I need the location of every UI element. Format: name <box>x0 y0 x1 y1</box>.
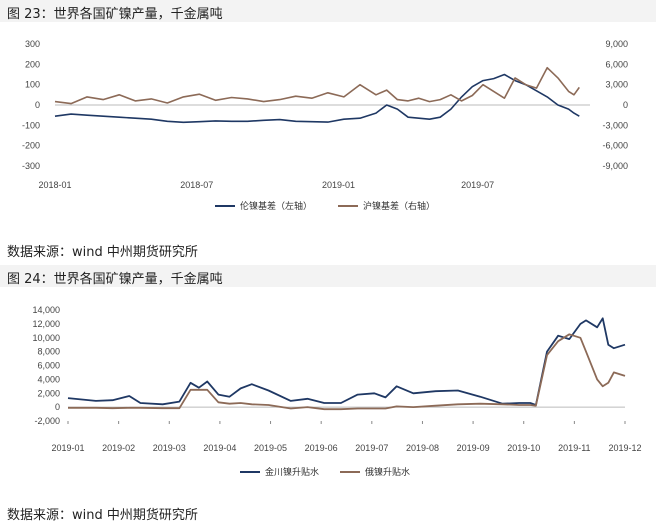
fig24-ytick: 10,000 <box>32 333 60 343</box>
fig24-xtick: 2019-06 <box>305 443 338 453</box>
fig24-legend-label: 俄镍升贴水 <box>365 466 410 478</box>
fig23-ytick-left: -100 <box>22 120 40 130</box>
fig24-title: 图 24：世界各国矿镍产量，千金属吨 <box>7 272 223 287</box>
fig23-ytick-left: 300 <box>25 39 40 49</box>
fig23-ytick-right: 3,000 <box>605 80 628 90</box>
fig23-ytick-right: -9,000 <box>602 161 628 171</box>
fig24-xtick: 2019-07 <box>355 443 388 453</box>
fig24-ytick: 14,000 <box>32 305 60 315</box>
fig23-series-line-0 <box>54 73 580 124</box>
fig24-source: 数据来源：wind 中州期货研究所 <box>7 508 198 523</box>
fig23-title-band <box>0 0 656 22</box>
fig24-series-line-0 <box>67 317 626 406</box>
fig24-xtick: 2019-03 <box>153 443 186 453</box>
fig23-legend-label: 伦镍基差（左轴） <box>240 200 312 212</box>
fig23-ytick-right: -6,000 <box>602 141 628 151</box>
fig24-xtick: 2019-05 <box>254 443 287 453</box>
fig24-ytick: 6,000 <box>37 361 60 371</box>
fig24-ytick: 4,000 <box>37 374 60 384</box>
fig24-xtick: 2019-12 <box>608 443 641 453</box>
fig24-title-band <box>0 265 656 287</box>
fig23-chart: 300 200 100 0 -100 -200 -300 9,000 6,000 3,000 0 -3… <box>22 39 628 212</box>
fig23-source: 数据来源：wind 中州期货研究所 <box>7 245 198 260</box>
fig23-ytick-left: -200 <box>22 141 40 151</box>
fig24-xtick: 2019-01 <box>51 443 84 453</box>
fig23-title: 图 23：世界各国矿镍产量，千金属吨 <box>7 7 223 22</box>
fig23-ytick-right: -3,000 <box>602 120 628 130</box>
fig23-ytick-left: -300 <box>22 161 40 171</box>
fig24-ytick: 12,000 <box>32 319 60 329</box>
fig24-xtick: 2019-09 <box>457 443 490 453</box>
fig23-xtick: 2018-01 <box>38 180 71 190</box>
fig23-ytick-right: 0 <box>623 100 628 110</box>
fig24-ytick: 0 <box>55 402 60 412</box>
fig24-chart: 14,000 12,000 10,000 8,000 6,000 4,000 2,000 0 -… <box>32 305 641 478</box>
fig23-xtick: 2019-07 <box>461 180 494 190</box>
fig24-xtick: 2019-02 <box>102 443 135 453</box>
fig24-series-line-1 <box>68 333 626 411</box>
fig23-legend-label: 沪镍基差（右轴） <box>363 200 435 212</box>
fig24-ytick: 2,000 <box>37 388 60 398</box>
fig23-series-line-1 <box>54 66 580 105</box>
fig24-ytick: -2,000 <box>34 416 60 426</box>
fig24-legend-label: 金川镍升贴水 <box>265 466 319 478</box>
fig23-ytick-right: 6,000 <box>605 59 628 69</box>
fig24-xtick: 2019-11 <box>558 443 590 453</box>
fig23-ytick-left: 0 <box>35 100 40 110</box>
fig24-xtick: 2019-10 <box>507 443 540 453</box>
fig23-ytick-left: 100 <box>25 80 40 90</box>
fig23-ytick-right: 9,000 <box>605 39 628 49</box>
fig24-xtick: 2019-04 <box>203 443 236 453</box>
fig23-ytick-left: 200 <box>25 59 40 69</box>
fig23-xtick: 2019-01 <box>322 180 355 190</box>
fig24-xtick: 2019-08 <box>406 443 439 453</box>
fig24-ytick: 8,000 <box>37 347 60 357</box>
fig23-xtick: 2018-07 <box>180 180 213 190</box>
